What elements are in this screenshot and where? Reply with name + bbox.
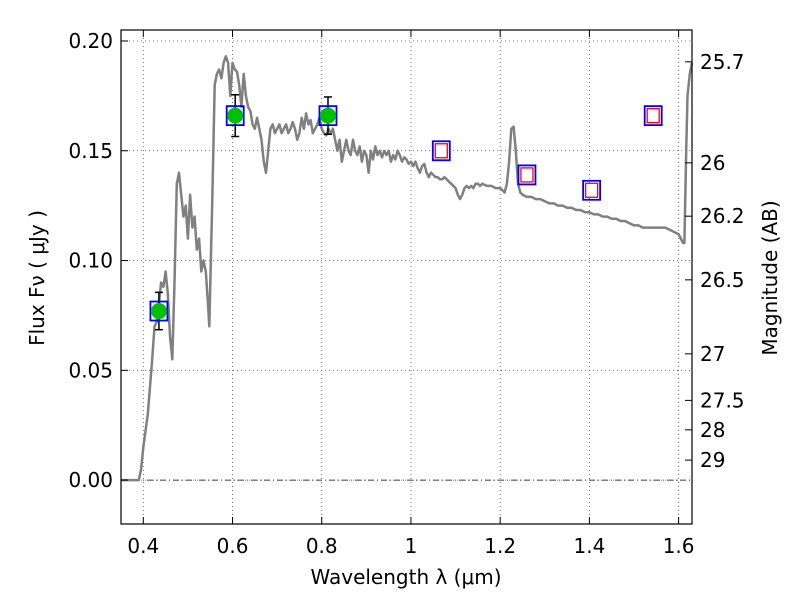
x-tick-label: 1: [405, 534, 418, 558]
x-tick-label: 0.6: [217, 534, 249, 558]
model-flux-box: [643, 105, 663, 127]
upper-limit-box: [434, 143, 448, 159]
upper-limit-box: [646, 107, 660, 124]
detection-point: [319, 107, 336, 124]
y2-axis-label: Magnitude (AB): [758, 200, 782, 355]
x-tick-label: 1.6: [663, 534, 695, 558]
y-tick-label: 0.00: [68, 468, 113, 492]
y2-tick-label: 26.5: [700, 268, 745, 292]
y2-tick-label: 28: [700, 418, 725, 442]
y2-tick-label: 27.5: [700, 388, 745, 412]
sed-curve-layer: [121, 55, 694, 482]
x-axis-label: Wavelength λ (μm): [310, 565, 501, 589]
sed-model-curve: [121, 55, 694, 482]
upper-limit-box: [520, 167, 534, 183]
y2-tick-label: 27: [700, 342, 725, 366]
model-flux-box: [225, 105, 245, 127]
y-tick-label: 0.10: [68, 249, 113, 273]
x-tick-label: 1.2: [484, 534, 516, 558]
x-tick-label: 0.8: [306, 534, 338, 558]
markers-layer: [149, 94, 663, 331]
model-flux-box: [318, 105, 338, 127]
x-tick-label: 1.4: [573, 534, 605, 558]
y2-tick-label: 29: [700, 448, 725, 472]
model-flux-box: [149, 300, 169, 322]
y2-tick-label: 26: [700, 151, 725, 175]
y-tick-label: 0.05: [68, 358, 113, 382]
y-tick-label: 0.15: [68, 139, 113, 163]
y-tick-label: 0.20: [68, 29, 113, 53]
x-tick-label: 0.4: [127, 534, 159, 558]
model-flux-box: [582, 179, 602, 201]
plot-frame: [120, 29, 693, 525]
detection-point: [227, 107, 244, 124]
model-flux-box: [431, 140, 451, 162]
upper-limit-box: [584, 182, 599, 198]
y2-tick-label: 26.2: [700, 204, 745, 228]
model-flux-box: [517, 164, 537, 186]
y2-tick-label: 25.7: [700, 50, 745, 74]
y-axis-label: Flux Fν ( μJy ): [25, 210, 49, 346]
detection-point: [150, 303, 167, 320]
tick-labels: 0.4 0.6 0.8 1 1.2 1.4 1.6 0.00 0.05 0.10 0.15 0.20 2…: [68, 29, 744, 558]
axes: [120, 29, 693, 525]
